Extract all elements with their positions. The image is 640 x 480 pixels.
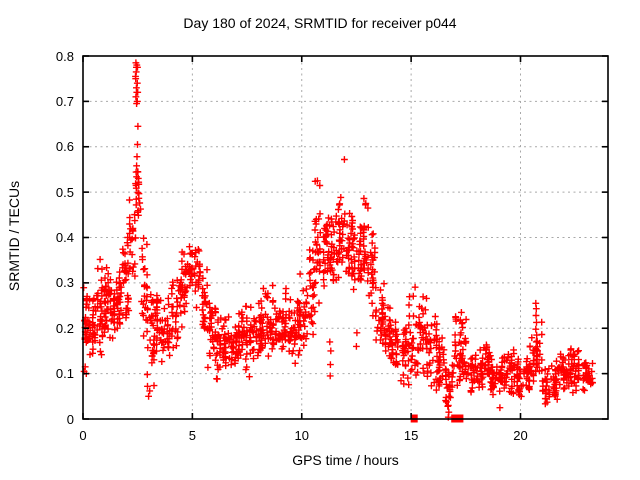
y-tick-label: 0.8 bbox=[55, 48, 74, 64]
y-tick-label: 0.7 bbox=[55, 93, 74, 109]
y-tick-label: 0.3 bbox=[55, 275, 74, 291]
data-points bbox=[80, 59, 596, 421]
y-tick-label: 0.6 bbox=[55, 139, 74, 155]
y-tick-label: 0.4 bbox=[55, 230, 74, 245]
axes-border bbox=[82, 55, 609, 420]
x-tick-label: 20 bbox=[513, 428, 528, 443]
y-tick-label: 0.1 bbox=[55, 366, 74, 382]
x-axis-label: GPS time / hours bbox=[292, 452, 399, 468]
y-tick-label: 0.5 bbox=[55, 184, 74, 200]
x-tick-label: 0 bbox=[79, 428, 87, 443]
chart-title: Day 180 of 2024, SRMTID for receiver p04… bbox=[183, 15, 457, 31]
y-tick-label: 0 bbox=[66, 411, 74, 427]
y-tick-label: 0.2 bbox=[55, 320, 74, 336]
x-tick-label: 10 bbox=[294, 428, 309, 443]
x-tick-label: 15 bbox=[403, 428, 419, 443]
x-tick-label: 5 bbox=[188, 428, 196, 443]
